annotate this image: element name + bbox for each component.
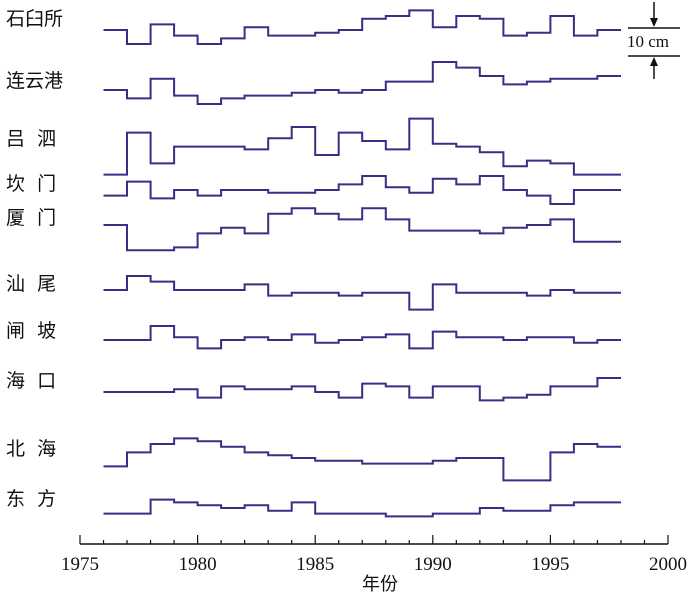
scale-arrow-top-head: [650, 18, 658, 27]
x-tick-label: 1980: [178, 554, 217, 575]
station-label: 北 海: [6, 438, 57, 460]
series-line-坎门: [103, 175, 621, 205]
station-label: 石臼所: [6, 8, 64, 30]
station-label: 闸 坡: [6, 320, 57, 342]
series-line-石臼所: [103, 9, 621, 45]
x-axis-title: 年份: [362, 574, 398, 595]
x-axis: [79, 535, 669, 545]
series-line-海口: [103, 377, 621, 402]
series-line-汕尾: [103, 275, 621, 311]
station-label: 汕 尾: [6, 273, 57, 295]
series-line-连云港: [103, 61, 621, 105]
series-layer: [103, 9, 621, 518]
station-label: 海 口: [6, 370, 57, 392]
station-label: 吕 泗: [6, 128, 57, 150]
x-tick-label: 2000: [649, 554, 687, 575]
x-tick-label: 1975: [61, 554, 99, 575]
scale-arrow-bottom-head: [650, 57, 658, 66]
series-line-吕泗: [103, 117, 621, 176]
station-label: 厦 门: [6, 207, 57, 229]
series-line-北海: [103, 437, 621, 482]
x-tick-label: 1995: [531, 554, 570, 575]
x-axis-ticks: [79, 535, 669, 544]
station-label: 连云港: [6, 70, 64, 92]
scale-bar: [628, 2, 680, 79]
scale-bar-label: 10 cm: [627, 32, 670, 51]
station-label: 坎 门: [6, 173, 57, 195]
x-tick-label: 1985: [296, 554, 335, 575]
series-line-东方: [103, 498, 621, 518]
station-label: 东 方: [6, 488, 57, 510]
series-line-闸坡: [103, 325, 621, 350]
x-tick-label: 1990: [413, 554, 452, 575]
series-line-厦门: [103, 207, 621, 252]
